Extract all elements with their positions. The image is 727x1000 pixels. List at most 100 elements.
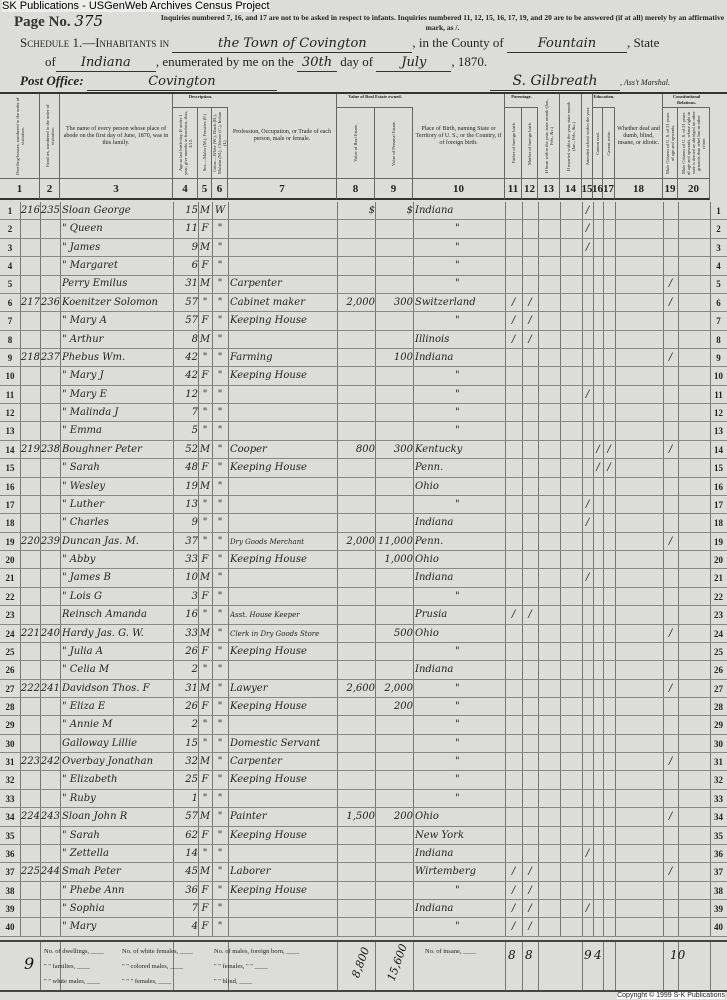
column-divider <box>337 942 338 990</box>
column-header-2: Families, numbered in the order of visit… <box>40 94 60 178</box>
real-estate-value <box>337 257 375 274</box>
column-header-7: Profession, Occupation, or Trade of each… <box>228 94 337 178</box>
family-number: 244 <box>40 866 60 878</box>
age: 12 <box>185 388 198 400</box>
real-estate-value <box>337 735 375 752</box>
real-estate-value <box>337 496 375 513</box>
footer-total-left: 9 <box>24 954 35 973</box>
column-number: 1 <box>0 178 40 200</box>
occupation: Laborer <box>230 866 271 878</box>
row-number-right: 31 <box>714 757 723 768</box>
row-number-right: 40 <box>714 922 723 933</box>
table-row: 12 12 " Malinda J 7 " " " <box>0 404 727 423</box>
sex: F <box>201 700 209 712</box>
footer-label: " " blind, ____ <box>214 978 253 985</box>
affirmative-mark: / <box>668 682 673 694</box>
color: " <box>217 425 223 437</box>
real-estate-value: $ <box>368 205 375 216</box>
column-number: 9 <box>375 178 413 200</box>
person-name: Davidson Thos. F <box>62 682 150 694</box>
row-number-right: 17 <box>714 499 723 510</box>
dwelling-number <box>20 514 40 531</box>
row-number-left: 40 <box>5 922 15 933</box>
color: " <box>217 407 223 419</box>
birthplace: Ohio <box>415 627 439 639</box>
age: 7 <box>191 407 198 419</box>
row-number-left: 24 <box>5 628 15 639</box>
dwelling-number <box>20 918 40 935</box>
column-divider <box>582 942 583 990</box>
row-number-right: 4 <box>716 261 721 272</box>
occupation: Keeping House <box>230 829 307 841</box>
table-row: 29 29 " Annie M 2 " " " <box>0 716 727 735</box>
footer-personal-estate-total: 15,600 <box>384 942 410 983</box>
occupation <box>230 202 337 219</box>
affirmative-mark: / <box>668 278 673 290</box>
footer-label: " " colored males, ____ <box>122 963 184 970</box>
dwelling-number <box>20 551 40 568</box>
sex: " <box>202 792 208 804</box>
affirmative-mark: / <box>528 921 532 933</box>
row-number-right: 16 <box>714 481 723 492</box>
affirmative-mark: / <box>668 535 673 547</box>
birthplace: " <box>455 388 460 400</box>
dwelling-number <box>20 569 40 586</box>
occupation <box>230 900 337 917</box>
dwelling-number <box>20 220 40 237</box>
occupation: Clerk in Dry Goods Store <box>230 629 320 638</box>
person-name: " Annie M <box>62 719 113 731</box>
family-number <box>40 312 60 329</box>
column-headers: Dwelling-houses, numbered in the order o… <box>0 92 727 200</box>
dwelling-number <box>20 331 40 348</box>
column-header-4: Age at last birth-day. If under 1 year, … <box>173 108 198 178</box>
column-number: 18 <box>615 178 663 200</box>
birthplace: Penn. <box>415 462 444 474</box>
sex: " <box>202 664 208 676</box>
dwelling-number: 219 <box>20 443 40 455</box>
real-estate-value <box>337 275 375 292</box>
sex: F <box>201 829 209 841</box>
column-divider <box>678 942 679 990</box>
color: " <box>217 756 223 768</box>
column-header-13: If born within the year, state month (Ja… <box>538 94 560 178</box>
personal-estate-value: $ <box>406 205 413 216</box>
person-name: " James B <box>62 572 111 584</box>
sex: " <box>202 498 208 510</box>
personal-estate-value <box>375 367 413 384</box>
birthplace: " <box>455 425 460 437</box>
real-estate-value <box>337 918 375 935</box>
affirmative-mark: / <box>607 443 611 455</box>
column-divider <box>375 942 376 990</box>
real-estate-value <box>337 404 375 421</box>
table-row: 14 14 219 238 Boughner Peter 52 M " Cooper 800 300… <box>0 441 727 460</box>
dwelling-number <box>20 661 40 678</box>
sex: F <box>201 223 209 235</box>
column-header-1: Dwelling-houses, numbered in the order o… <box>0 94 40 178</box>
color: " <box>217 388 223 400</box>
age: 42 <box>185 370 198 382</box>
color: " <box>217 260 223 272</box>
table-row: 16 16 " Wesley 19 M " Ohio <box>0 478 727 496</box>
column-header-20: Male Citizens of U. S. of 21 years of ag… <box>678 108 710 178</box>
sex: F <box>201 774 209 786</box>
row-number-right: 21 <box>714 573 723 584</box>
occupation: Lawyer <box>230 682 268 694</box>
real-estate-value <box>337 459 375 476</box>
affirmative-mark: / <box>528 296 532 308</box>
dwelling-number: 223 <box>20 756 40 768</box>
real-estate-value <box>337 569 375 586</box>
personal-estate-value <box>375 606 413 623</box>
family-number <box>40 386 60 403</box>
sex: M <box>199 572 211 584</box>
family-number <box>40 220 60 237</box>
real-estate-value <box>337 588 375 605</box>
personal-estate-value: 300 <box>393 296 413 308</box>
column-divider <box>337 202 338 937</box>
sex: " <box>202 609 208 621</box>
row-number-right: 22 <box>714 591 723 602</box>
row-number-left: 13 <box>5 426 15 437</box>
column-divider <box>560 202 561 937</box>
column-header-text: Male Citizens of U. S. of 21 years of ag… <box>665 112 675 174</box>
color: " <box>217 847 223 859</box>
sex: " <box>202 388 208 400</box>
